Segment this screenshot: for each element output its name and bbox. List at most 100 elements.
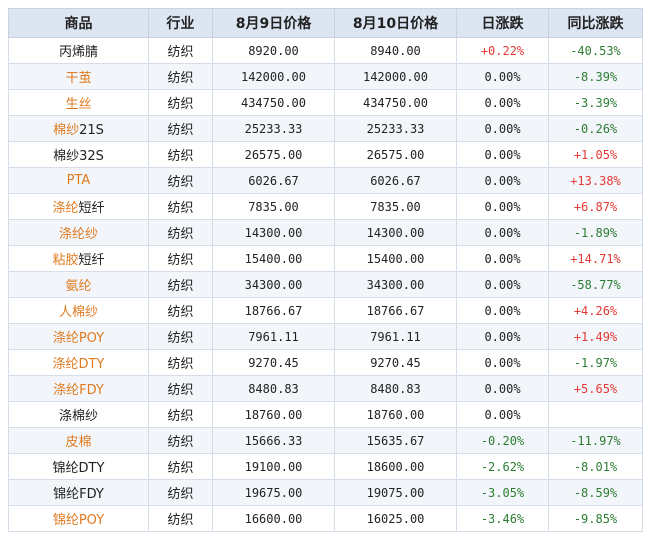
industry-cell: 纺织	[148, 349, 213, 376]
commodity-text: 21S	[79, 123, 104, 138]
commodity-price-table: 商品 行业 8月9日价格 8月10日价格 日涨跌 同比涨跌 丙烯腈 纺织 8920.…	[8, 8, 643, 532]
price-aug10-cell: 8940.00	[334, 37, 457, 64]
commodity-name-cell: 粘胶短纤	[8, 245, 149, 272]
commodity-link[interactable]: 锦纶POY	[52, 513, 105, 528]
commodity-name-cell: 涤纶POY	[8, 323, 149, 350]
table-row: 涤纶短纤 纺织 7835.00 7835.00 0.00% +6.87%	[8, 193, 643, 220]
price-aug9-cell: 19100.00	[212, 453, 335, 480]
price-aug9-cell: 8920.00	[212, 37, 335, 64]
commodity-name-cell: 涤棉纱	[8, 401, 149, 428]
commodity-link[interactable]: 生丝	[65, 97, 92, 112]
yoy-change-cell: -1.89%	[548, 219, 643, 246]
commodity-name-cell: 棉纱32S	[8, 141, 149, 168]
commodity-name-cell: 涤纶FDY	[8, 375, 149, 402]
table-body: 丙烯腈 纺织 8920.00 8940.00 +0.22% -40.53% 干茧 纺织 1420…	[8, 37, 643, 532]
commodity-name-cell: PTA	[8, 167, 149, 194]
industry-cell: 纺织	[148, 193, 213, 220]
price-aug10-cell: 25233.33	[334, 115, 457, 142]
commodity-text: 短纤	[78, 201, 105, 216]
table-row: 棉纱32S 纺织 26575.00 26575.00 0.00% +1.05%	[8, 141, 643, 168]
price-aug10-cell: 434750.00	[334, 89, 457, 116]
price-aug10-cell: 18766.67	[334, 297, 457, 324]
price-aug9-cell: 14300.00	[212, 219, 335, 246]
price-table-container: 商品 行业 8月9日价格 8月10日价格 日涨跌 同比涨跌 丙烯腈 纺织 8920.…	[8, 8, 643, 532]
commodity-link[interactable]: 涤纶	[52, 201, 79, 216]
yoy-change-cell: -1.97%	[548, 349, 643, 376]
commodity-link[interactable]: 皮棉	[65, 435, 92, 450]
commodity-text: 棉纱32S	[53, 149, 104, 164]
daily-change-cell: 0.00%	[456, 375, 549, 402]
daily-change-cell: -3.46%	[456, 505, 549, 532]
commodity-link[interactable]: 棉纱	[53, 123, 80, 138]
column-header-industry: 行业	[148, 8, 213, 38]
industry-cell: 纺织	[148, 323, 213, 350]
yoy-change-cell: -8.39%	[548, 63, 643, 90]
commodity-text: 锦纶DTY	[52, 461, 105, 476]
table-row: 涤纶POY 纺织 7961.11 7961.11 0.00% +1.49%	[8, 323, 643, 350]
yoy-change-cell: +14.71%	[548, 245, 643, 272]
column-header-price-aug10: 8月10日价格	[334, 8, 457, 38]
price-aug9-cell: 25233.33	[212, 115, 335, 142]
commodity-name-cell: 涤纶DTY	[8, 349, 149, 376]
commodity-text: 涤棉纱	[58, 409, 98, 424]
commodity-link[interactable]: 涤纶纱	[58, 227, 98, 242]
price-aug9-cell: 9270.45	[212, 349, 335, 376]
price-aug10-cell: 16025.00	[334, 505, 457, 532]
price-aug9-cell: 7961.11	[212, 323, 335, 350]
table-row: 棉纱21S 纺织 25233.33 25233.33 0.00% -0.26%	[8, 115, 643, 142]
commodity-link[interactable]: 氨纶	[65, 279, 92, 294]
column-header-commodity: 商品	[8, 8, 149, 38]
daily-change-cell: 0.00%	[456, 167, 549, 194]
industry-cell: 纺织	[148, 167, 213, 194]
industry-cell: 纺织	[148, 375, 213, 402]
commodity-text: 丙烯腈	[58, 45, 98, 60]
industry-cell: 纺织	[148, 427, 213, 454]
daily-change-cell: 0.00%	[456, 63, 549, 90]
commodity-link[interactable]: 干茧	[65, 71, 92, 86]
price-aug10-cell: 18600.00	[334, 453, 457, 480]
commodity-name-cell: 氨纶	[8, 271, 149, 298]
yoy-change-cell: -3.39%	[548, 89, 643, 116]
yoy-change-cell: +6.87%	[548, 193, 643, 220]
commodity-link[interactable]: 粘胶	[52, 253, 79, 268]
daily-change-cell: 0.00%	[456, 245, 549, 272]
industry-cell: 纺织	[148, 245, 213, 272]
daily-change-cell: 0.00%	[456, 141, 549, 168]
table-row: 丙烯腈 纺织 8920.00 8940.00 +0.22% -40.53%	[8, 37, 643, 64]
column-header-price-aug9: 8月9日价格	[212, 8, 335, 38]
price-aug9-cell: 34300.00	[212, 271, 335, 298]
commodity-name-cell: 人棉纱	[8, 297, 149, 324]
table-header: 商品 行业 8月9日价格 8月10日价格 日涨跌 同比涨跌	[8, 8, 643, 38]
table-row: 涤纶FDY 纺织 8480.83 8480.83 0.00% +5.65%	[8, 375, 643, 402]
yoy-change-cell: +5.65%	[548, 375, 643, 402]
daily-change-cell: 0.00%	[456, 349, 549, 376]
yoy-change-cell: -58.77%	[548, 271, 643, 298]
table-row: 人棉纱 纺织 18766.67 18766.67 0.00% +4.26%	[8, 297, 643, 324]
daily-change-cell: 0.00%	[456, 219, 549, 246]
commodity-link[interactable]: 人棉纱	[58, 305, 98, 320]
price-aug9-cell: 18760.00	[212, 401, 335, 428]
commodity-link[interactable]: 涤纶FDY	[53, 383, 104, 398]
commodity-link[interactable]: PTA	[66, 173, 91, 188]
table-row: 涤棉纱 纺织 18760.00 18760.00 0.00%	[8, 401, 643, 428]
price-aug9-cell: 7835.00	[212, 193, 335, 220]
price-aug9-cell: 8480.83	[212, 375, 335, 402]
price-aug10-cell: 7961.11	[334, 323, 457, 350]
industry-cell: 纺织	[148, 271, 213, 298]
commodity-link[interactable]: 涤纶DTY	[52, 357, 105, 372]
table-row: 涤纶DTY 纺织 9270.45 9270.45 0.00% -1.97%	[8, 349, 643, 376]
daily-change-cell: -0.20%	[456, 427, 549, 454]
yoy-change-cell: -8.01%	[548, 453, 643, 480]
industry-cell: 纺织	[148, 37, 213, 64]
table-row: PTA 纺织 6026.67 6026.67 0.00% +13.38%	[8, 167, 643, 194]
table-row: 涤纶纱 纺织 14300.00 14300.00 0.00% -1.89%	[8, 219, 643, 246]
commodity-link[interactable]: 涤纶POY	[52, 331, 105, 346]
daily-change-cell: 0.00%	[456, 115, 549, 142]
table-row: 粘胶短纤 纺织 15400.00 15400.00 0.00% +14.71%	[8, 245, 643, 272]
daily-change-cell: 0.00%	[456, 323, 549, 350]
column-header-daily-change: 日涨跌	[456, 8, 549, 38]
table-row: 生丝 纺织 434750.00 434750.00 0.00% -3.39%	[8, 89, 643, 116]
daily-change-cell: 0.00%	[456, 193, 549, 220]
industry-cell: 纺织	[148, 63, 213, 90]
yoy-change-cell: -9.85%	[548, 505, 643, 532]
